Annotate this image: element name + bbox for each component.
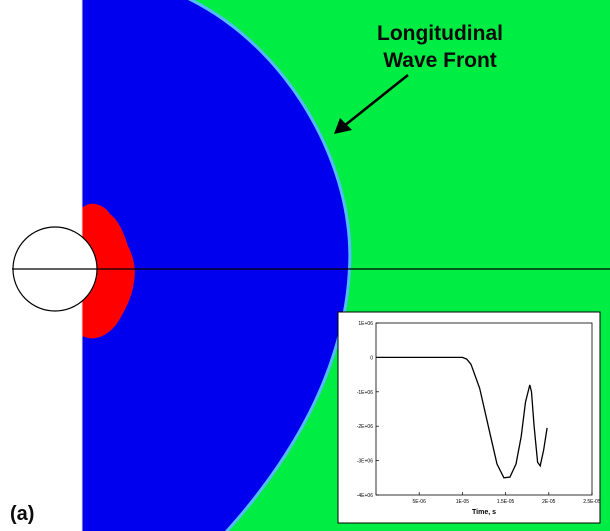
compressive-stress-region	[82, 0, 349, 531]
x-tick-label: 1.5E-05	[497, 499, 515, 505]
y-tick-label: -4E+06	[357, 493, 373, 499]
arrow-icon	[334, 74, 409, 134]
x-tick-label: 5E-06	[413, 499, 427, 505]
series-line	[376, 356, 548, 479]
x-tick-label: 2E-05	[542, 499, 556, 505]
y-tick-label: 0	[370, 355, 373, 361]
near-field-stress-region	[82, 203, 135, 339]
y-tick-label: -2E+06	[357, 424, 373, 430]
x-axis-label: Time, s	[472, 509, 496, 516]
annotation-line-2: Wave Front	[383, 49, 497, 72]
y-tick-label: -1E+06	[357, 390, 373, 396]
x-tick-label: 1E-05	[456, 499, 470, 505]
annotation-line-1: Longitudinal	[377, 22, 503, 45]
inset-stress-time-chart: 1E+06 0 -1E+06 -2E+06 -3E+06 -4E+06 5E-06 1E-0…	[337, 311, 601, 524]
x-tick-label: 2.5E-05	[583, 499, 601, 505]
wave-front-annotation: Longitudinal Wave Front	[355, 20, 525, 74]
y-tick-label: -3E+06	[357, 459, 373, 465]
y-tick-label: 1E+06	[358, 321, 373, 327]
panel-label: (a)	[10, 503, 35, 525]
